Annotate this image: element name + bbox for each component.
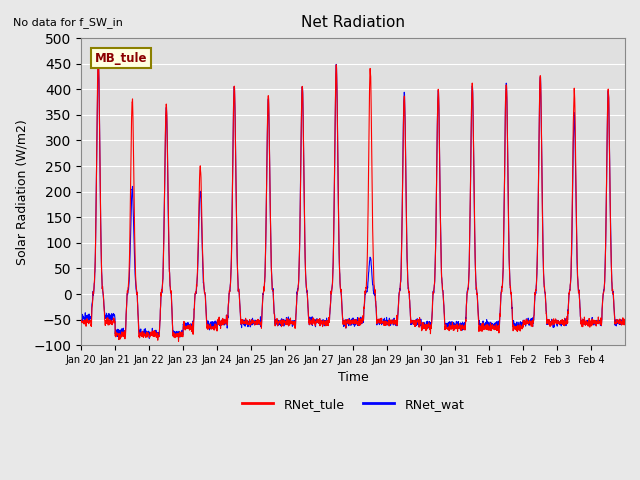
- Title: Net Radiation: Net Radiation: [301, 15, 405, 30]
- Text: MB_tule: MB_tule: [95, 52, 147, 65]
- Text: No data for f_SW_in: No data for f_SW_in: [13, 17, 123, 28]
- Y-axis label: Solar Radiation (W/m2): Solar Radiation (W/m2): [15, 119, 28, 264]
- Legend: RNet_tule, RNet_wat: RNet_tule, RNet_wat: [237, 393, 469, 416]
- X-axis label: Time: Time: [338, 371, 369, 384]
